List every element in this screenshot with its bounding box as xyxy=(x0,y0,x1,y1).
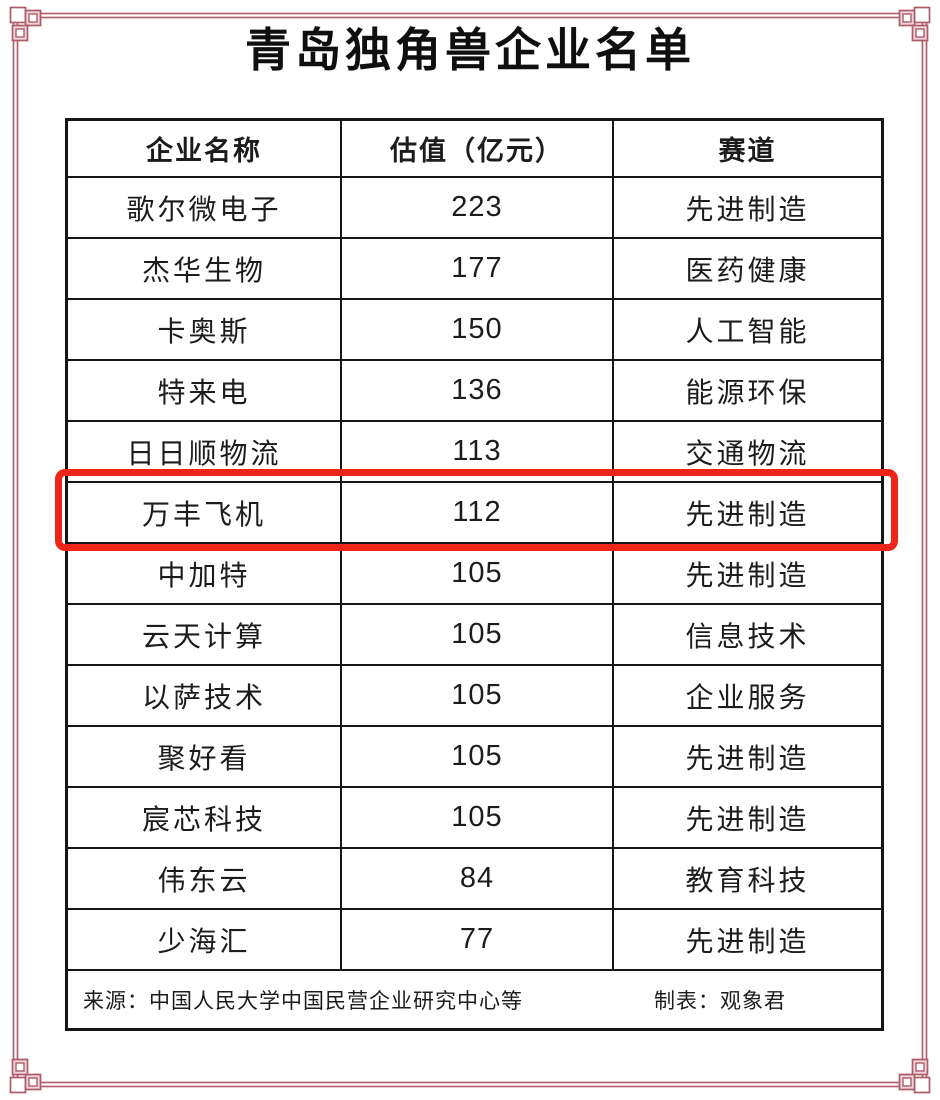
table-row-highlighted: 万丰飞机 112 先进制造 xyxy=(68,481,881,542)
header-company-name: 企业名称 xyxy=(146,136,262,166)
track-cell: 先进制造 xyxy=(612,483,881,542)
company-name-cell: 少海汇 xyxy=(157,926,251,958)
table-footer-row: 来源：中国人民大学中国民营企业研究中心等 制表：观象君 xyxy=(68,969,881,1028)
page-title: 青岛独角兽企业名单 xyxy=(245,25,695,76)
table-row: 中加特 105 先进制造 xyxy=(68,542,881,603)
track-cell: 先进制造 xyxy=(612,788,881,847)
track-cell: 教育科技 xyxy=(612,849,881,908)
table-row: 以萨技术 105 企业服务 xyxy=(68,664,881,725)
table-row: 云天计算 105 信息技术 xyxy=(68,603,881,664)
table-row: 日日顺物流 113 交通物流 xyxy=(68,420,881,481)
company-name-cell: 宸芯科技 xyxy=(141,804,266,836)
company-name-cell: 伟东云 xyxy=(157,865,251,897)
table-row: 伟东云 84 教育科技 xyxy=(68,847,881,908)
track-cell: 交通物流 xyxy=(612,422,881,481)
company-name-cell: 杰华生物 xyxy=(141,255,266,287)
track-cell: 先进制造 xyxy=(612,910,881,969)
company-name-cell: 聚好看 xyxy=(157,743,251,775)
table-row: 特来电 136 能源环保 xyxy=(68,359,881,420)
table-header-row: 企业名称 估值（亿元） 赛道 xyxy=(68,121,881,176)
header-track: 赛道 xyxy=(612,121,881,176)
valuation-cell: 112 xyxy=(340,483,612,542)
valuation-cell: 105 xyxy=(340,666,612,725)
table-row: 聚好看 105 先进制造 xyxy=(68,725,881,786)
table-row: 宸芯科技 105 先进制造 xyxy=(68,786,881,847)
company-name-cell: 中加特 xyxy=(157,560,251,592)
company-name-cell: 以萨技术 xyxy=(141,682,266,714)
track-cell: 医药健康 xyxy=(612,239,881,298)
track-cell: 先进制造 xyxy=(612,178,881,237)
valuation-cell: 77 xyxy=(340,910,612,969)
table-row: 杰华生物 177 医药健康 xyxy=(68,237,881,298)
track-cell: 先进制造 xyxy=(612,544,881,603)
company-name-cell: 云天计算 xyxy=(141,621,266,653)
source-note: 来源：中国人民大学中国民营企业研究中心等 xyxy=(83,988,523,1013)
valuation-cell: 136 xyxy=(340,361,612,420)
track-cell: 先进制造 xyxy=(612,727,881,786)
track-cell: 能源环保 xyxy=(612,361,881,420)
valuation-cell: 150 xyxy=(340,300,612,359)
company-name-cell: 歌尔微电子 xyxy=(126,194,282,226)
valuation-cell: 105 xyxy=(340,544,612,603)
credit-note: 制表：观象君 xyxy=(654,988,786,1013)
header-valuation: 估值（亿元） xyxy=(340,121,612,176)
track-cell: 人工智能 xyxy=(612,300,881,359)
valuation-cell: 105 xyxy=(340,727,612,786)
valuation-cell: 113 xyxy=(340,422,612,481)
valuation-cell: 84 xyxy=(340,849,612,908)
valuation-cell: 105 xyxy=(340,788,612,847)
table-row: 少海汇 77 先进制造 xyxy=(68,908,881,969)
track-cell: 企业服务 xyxy=(612,666,881,725)
company-name-cell: 卡奥斯 xyxy=(157,316,251,348)
company-name-cell: 万丰飞机 xyxy=(141,499,266,531)
table-row: 歌尔微电子 223 先进制造 xyxy=(68,176,881,237)
valuation-cell: 177 xyxy=(340,239,612,298)
track-cell: 信息技术 xyxy=(612,605,881,664)
company-name-cell: 日日顺物流 xyxy=(126,438,282,470)
unicorn-companies-table: 企业名称 估值（亿元） 赛道 歌尔微电子 223 先进制造 杰华生物 177 医… xyxy=(65,118,884,1031)
valuation-cell: 223 xyxy=(340,178,612,237)
valuation-cell: 105 xyxy=(340,605,612,664)
company-name-cell: 特来电 xyxy=(157,377,251,409)
table-row: 卡奥斯 150 人工智能 xyxy=(68,298,881,359)
